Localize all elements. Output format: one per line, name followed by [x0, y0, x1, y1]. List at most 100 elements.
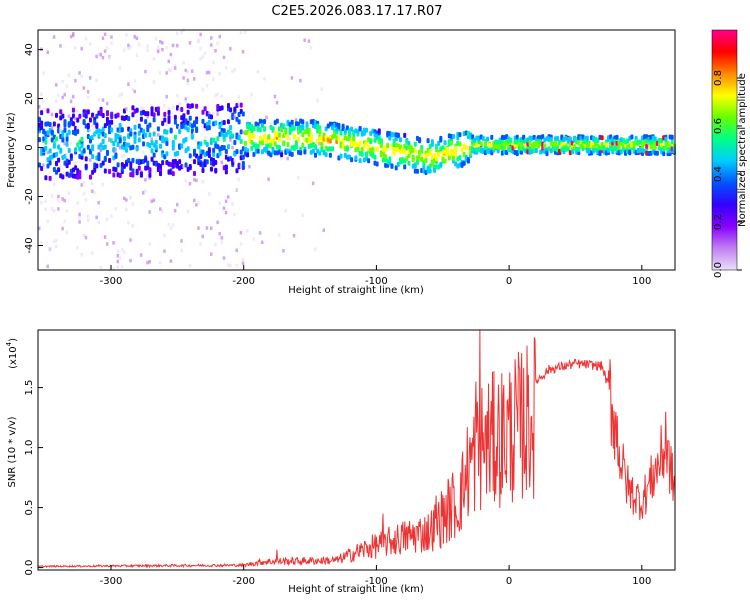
- heatmap-cell: [415, 160, 419, 166]
- heatmap-speckle: [148, 242, 151, 246]
- heatmap-speckle: [197, 39, 200, 44]
- heatmap-speckle: [171, 105, 175, 110]
- heatmap-cell: [97, 133, 101, 139]
- heatmap-cell: [628, 150, 632, 156]
- heatmap-cell: [118, 137, 122, 143]
- heatmap-speckle: [235, 263, 238, 268]
- heatmap-cell: [617, 145, 621, 151]
- heatmap-cell: [604, 142, 608, 148]
- colorbar-ticks: 0.0 0.2 0.4 0.6 0.8: [713, 70, 742, 278]
- heatmap-cell: [78, 113, 82, 119]
- heatmap-cell: [152, 152, 156, 158]
- heatmap-cell: [246, 148, 250, 154]
- heatmap-speckle: [59, 129, 62, 134]
- heatmap-speckle: [288, 136, 292, 141]
- heatmap-cell: [54, 151, 58, 157]
- heatmap-cell: [314, 144, 318, 150]
- heatmap-cell: [486, 136, 490, 142]
- colorbar-tick-label: 0.4: [713, 166, 724, 182]
- heatmap-speckle: [237, 154, 241, 159]
- heatmap-cell: [432, 153, 436, 159]
- heatmap-cell: [305, 122, 309, 128]
- heatmap-speckle: [163, 249, 166, 253]
- heatmap-speckle: [231, 202, 234, 206]
- heatmap-cell: [239, 149, 243, 155]
- heatmap-cell: [195, 103, 199, 109]
- heatmap-cell: [345, 146, 349, 152]
- heatmap-cell: [52, 121, 56, 127]
- bottom-x-axis-label: Height of straight line (km): [288, 584, 424, 595]
- heatmap-cell: [237, 135, 241, 141]
- heatmap-cell: [231, 133, 235, 139]
- heatmap-cell: [424, 158, 428, 164]
- heatmap-speckle: [80, 252, 83, 257]
- heatmap-speckle: [267, 177, 270, 181]
- heatmap-speckle: [190, 69, 194, 73]
- heatmap-speckle: [186, 209, 190, 214]
- heatmap-cell: [110, 119, 114, 125]
- heatmap-cell: [218, 150, 222, 156]
- heatmap-cell: [148, 132, 152, 138]
- heatmap-speckle: [280, 156, 283, 161]
- heatmap-cell: [59, 109, 63, 115]
- heatmap-cell: [146, 127, 150, 133]
- heatmap-cell: [207, 152, 211, 158]
- heatmap-speckle: [273, 94, 277, 99]
- heatmap-speckle: [161, 47, 164, 52]
- heatmap-speckle: [65, 84, 69, 88]
- heatmap-speckle: [205, 226, 209, 230]
- heatmap-speckle: [224, 199, 228, 203]
- heatmap-speckle: [137, 42, 141, 47]
- heatmap-speckle: [42, 71, 45, 75]
- heatmap-cell: [324, 152, 328, 158]
- heatmap-speckle: [150, 199, 154, 204]
- scale-factor-close: ): [8, 338, 19, 342]
- heatmap-speckle: [116, 259, 120, 264]
- heatmap-cell: [50, 130, 54, 136]
- heatmap-cell: [553, 140, 557, 146]
- heatmap-cell: [148, 168, 152, 174]
- heatmap-speckle: [318, 142, 321, 146]
- heatmap-cell: [61, 137, 65, 143]
- heatmap-speckle: [159, 207, 162, 211]
- heatmap-cell: [273, 141, 277, 147]
- heatmap-speckle: [237, 102, 241, 106]
- heatmap-speckle: [93, 123, 96, 128]
- heatmap-cell: [568, 136, 572, 142]
- heatmap-cell: [167, 118, 171, 124]
- heatmap-cell: [205, 141, 209, 147]
- heatmap-speckle: [105, 217, 109, 222]
- heatmap-speckle: [74, 78, 77, 83]
- heatmap-cell: [447, 155, 451, 161]
- heatmap-cell: [301, 142, 305, 148]
- heatmap-speckle: [57, 194, 60, 199]
- heatmap-speckle: [148, 176, 151, 180]
- heatmap-speckle: [239, 242, 243, 246]
- heatmap-cell: [479, 141, 483, 147]
- colorbar-tick-label: 0.0: [713, 262, 724, 278]
- top-x-tick-label: -300: [100, 276, 123, 287]
- heatmap-speckle: [199, 242, 202, 246]
- heatmap-speckle: [40, 241, 43, 245]
- heatmap-speckle: [233, 67, 236, 72]
- heatmap-cell: [290, 119, 294, 125]
- heatmap-cell: [543, 143, 547, 149]
- heatmap-speckle: [241, 261, 245, 266]
- heatmap-speckle: [222, 256, 226, 260]
- heatmap-speckle: [97, 220, 100, 225]
- heatmap-speckle: [216, 92, 219, 96]
- heatmap-speckle: [207, 192, 211, 196]
- heatmap-cell: [52, 143, 56, 149]
- heatmap-cell: [91, 112, 95, 118]
- heatmap-speckle: [129, 45, 132, 49]
- heatmap-cell: [292, 125, 296, 131]
- heatmap-cell: [233, 106, 237, 112]
- heatmap-speckle: [205, 70, 209, 75]
- heatmap-speckle: [203, 126, 207, 131]
- heatmap-speckle: [67, 114, 71, 119]
- heatmap-speckle: [218, 71, 221, 76]
- heatmap-speckle: [135, 53, 139, 58]
- heatmap-cell: [131, 172, 135, 178]
- heatmap-cell: [108, 123, 112, 129]
